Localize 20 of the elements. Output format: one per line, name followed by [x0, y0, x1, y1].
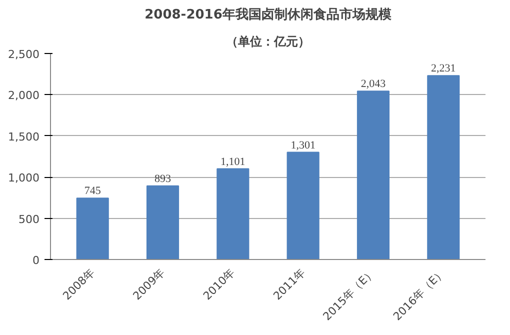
bar — [216, 168, 250, 260]
y-tick-label: 500 — [18, 212, 40, 226]
y-tick-label: 1,000 — [8, 172, 40, 185]
y-tick-label: 1,500 — [8, 130, 40, 144]
data-label: 1,301 — [290, 139, 316, 152]
y-tick-label: 0 — [32, 254, 40, 267]
data-label: 893 — [154, 172, 172, 185]
bar — [76, 198, 109, 260]
bar — [146, 185, 180, 260]
data-label: 2,231 — [431, 62, 456, 75]
data-label: 2,043 — [360, 78, 386, 90]
data-label: 745 — [84, 185, 102, 198]
y-tick-label: 2,000 — [8, 89, 40, 102]
chart-subtitle: （单位：亿元） — [226, 34, 310, 48]
data-label: 1,101 — [220, 156, 246, 168]
bar — [356, 90, 390, 260]
y-tick-label: 2,500 — [8, 48, 40, 61]
bar — [286, 152, 320, 260]
chart-title: 2008-2016年我国卤制休闲食品市场规模 — [144, 6, 392, 22]
bar — [427, 75, 460, 260]
